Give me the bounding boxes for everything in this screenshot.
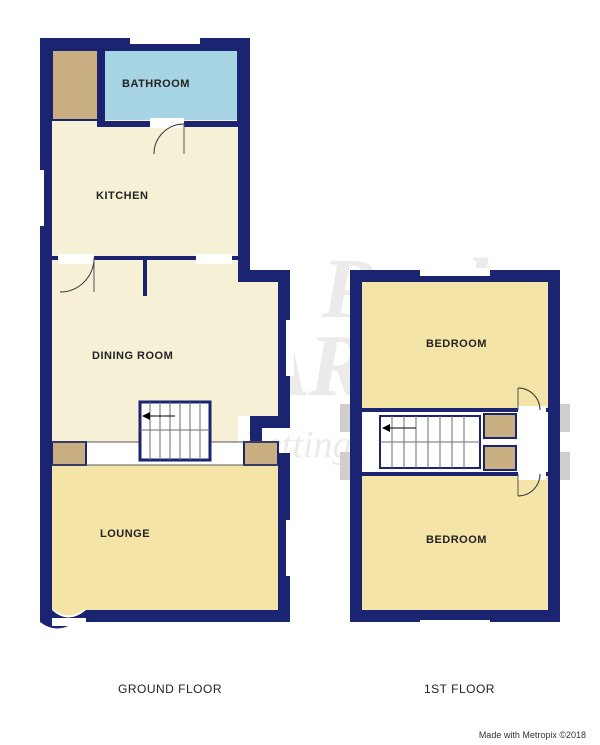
stairs-ground bbox=[140, 402, 210, 460]
label-bathroom: BATHROOM bbox=[122, 78, 190, 90]
label-bedroom-bottom: BEDROOM bbox=[426, 534, 487, 546]
label-lounge: LOUNGE bbox=[100, 528, 150, 540]
ground-floor-svg bbox=[0, 0, 600, 745]
label-ground-floor: GROUND FLOOR bbox=[118, 682, 222, 696]
floor-plan: Paul CARR Estate Agents Sales & Lettings bbox=[0, 0, 600, 745]
label-first-floor: 1ST FLOOR bbox=[424, 682, 495, 696]
ground-floor bbox=[36, 36, 294, 629]
stairs-first bbox=[380, 416, 480, 468]
label-kitchen: KITCHEN bbox=[96, 190, 148, 202]
label-dining: DINING ROOM bbox=[92, 350, 173, 362]
first-floor bbox=[340, 268, 570, 628]
credit-text: Made with Metropix ©2018 bbox=[479, 730, 586, 740]
label-bedroom-top: BEDROOM bbox=[426, 338, 487, 350]
